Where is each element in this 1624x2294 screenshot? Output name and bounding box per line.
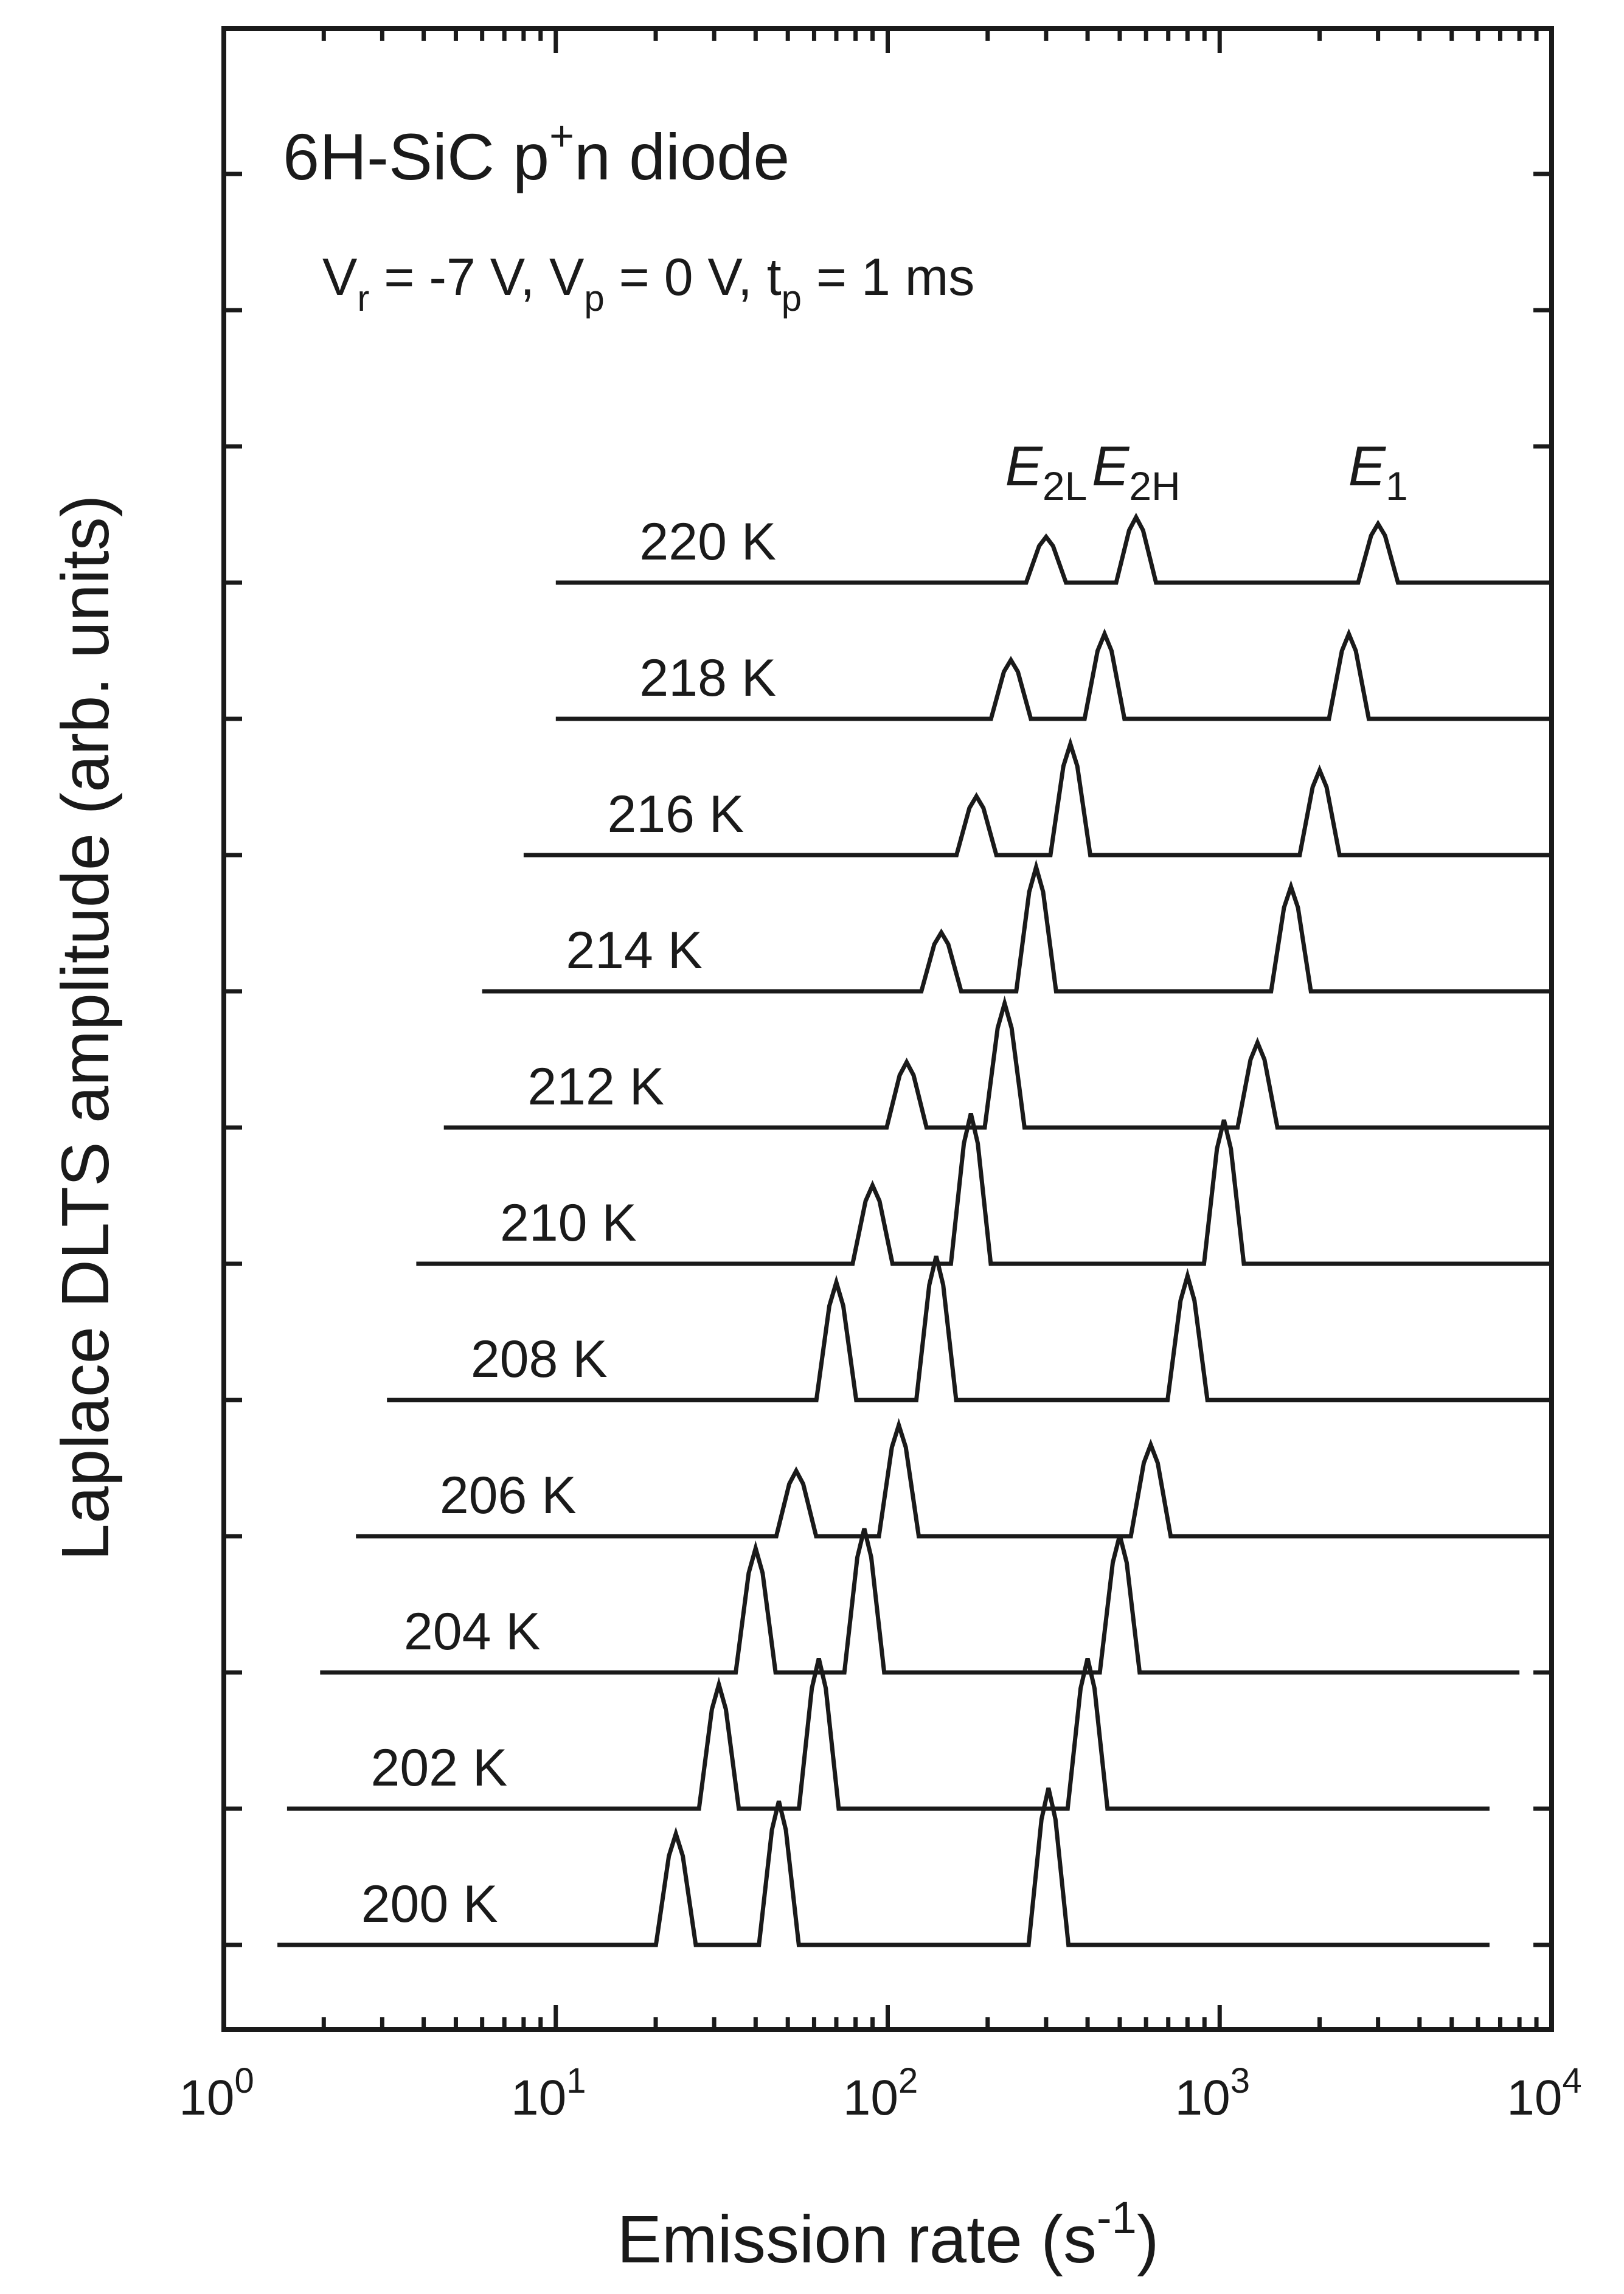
series-line-202k: [286, 1658, 1490, 1811]
annotation-conditions: Vr = -7 V, Vp = 0 V, tp = 1 ms: [322, 248, 974, 319]
series-line-206k: [356, 1418, 1552, 1539]
series-label: 216 K: [608, 785, 744, 844]
series-line-214k: [482, 859, 1552, 994]
series-line-212k: [443, 995, 1552, 1130]
peak-label: E1: [1348, 435, 1408, 508]
y-axis-ticks: [224, 172, 1552, 1947]
x-tick-label: 100: [179, 2061, 254, 2126]
series-line-208k: [387, 1255, 1552, 1402]
series-label: 218 K: [639, 649, 776, 707]
x-axis-label: Emission rate (s-1): [617, 2192, 1159, 2277]
series-label: 214 K: [566, 921, 703, 980]
series-label: 206 K: [440, 1466, 577, 1525]
annotation-title: 6H-SiC p+n diode: [283, 112, 789, 193]
peak-label: E2H: [1092, 435, 1181, 508]
series-labels: 200 K 202 K 204 K 206 K 208 K 210 K 212 K 214 K…: [361, 513, 776, 1933]
x-tick-label: 103: [1175, 2061, 1250, 2126]
axis-labels: Emission rate (s-1) Laplace DLTS amplitud…: [48, 495, 1159, 2277]
series-line-216k: [523, 736, 1552, 858]
x-tick-label: 101: [511, 2061, 586, 2126]
series-line-200k: [277, 1787, 1490, 1947]
series-label: 212 K: [527, 1058, 664, 1116]
peak-label: E2L: [1005, 435, 1087, 508]
x-tick-label: 104: [1507, 2061, 1581, 2126]
series-label: 204 K: [404, 1603, 541, 1661]
series-label: 200 K: [361, 1875, 498, 1933]
x-axis-ticks: [221, 29, 1554, 2029]
y-axis-label: Laplace DLTS amplitude (arb. units): [48, 495, 123, 1561]
series-line-220k: [555, 513, 1552, 585]
series-label: 202 K: [371, 1739, 508, 1797]
series-label: 210 K: [500, 1194, 637, 1252]
x-axis-tick-labels: 100 101 102 103 104: [179, 2061, 1581, 2126]
series-traces: [277, 513, 1552, 1947]
series-line-204k: [320, 1528, 1520, 1675]
annotations: 6H-SiC p+n diode Vr = -7 V, Vp = 0 V, tp …: [283, 112, 1408, 508]
x-tick-label: 102: [843, 2061, 918, 2126]
series-label: 208 K: [471, 1330, 608, 1388]
plot-frame: [221, 26, 1554, 2032]
series-line-218k: [555, 628, 1552, 721]
series-label: 220 K: [639, 513, 776, 571]
